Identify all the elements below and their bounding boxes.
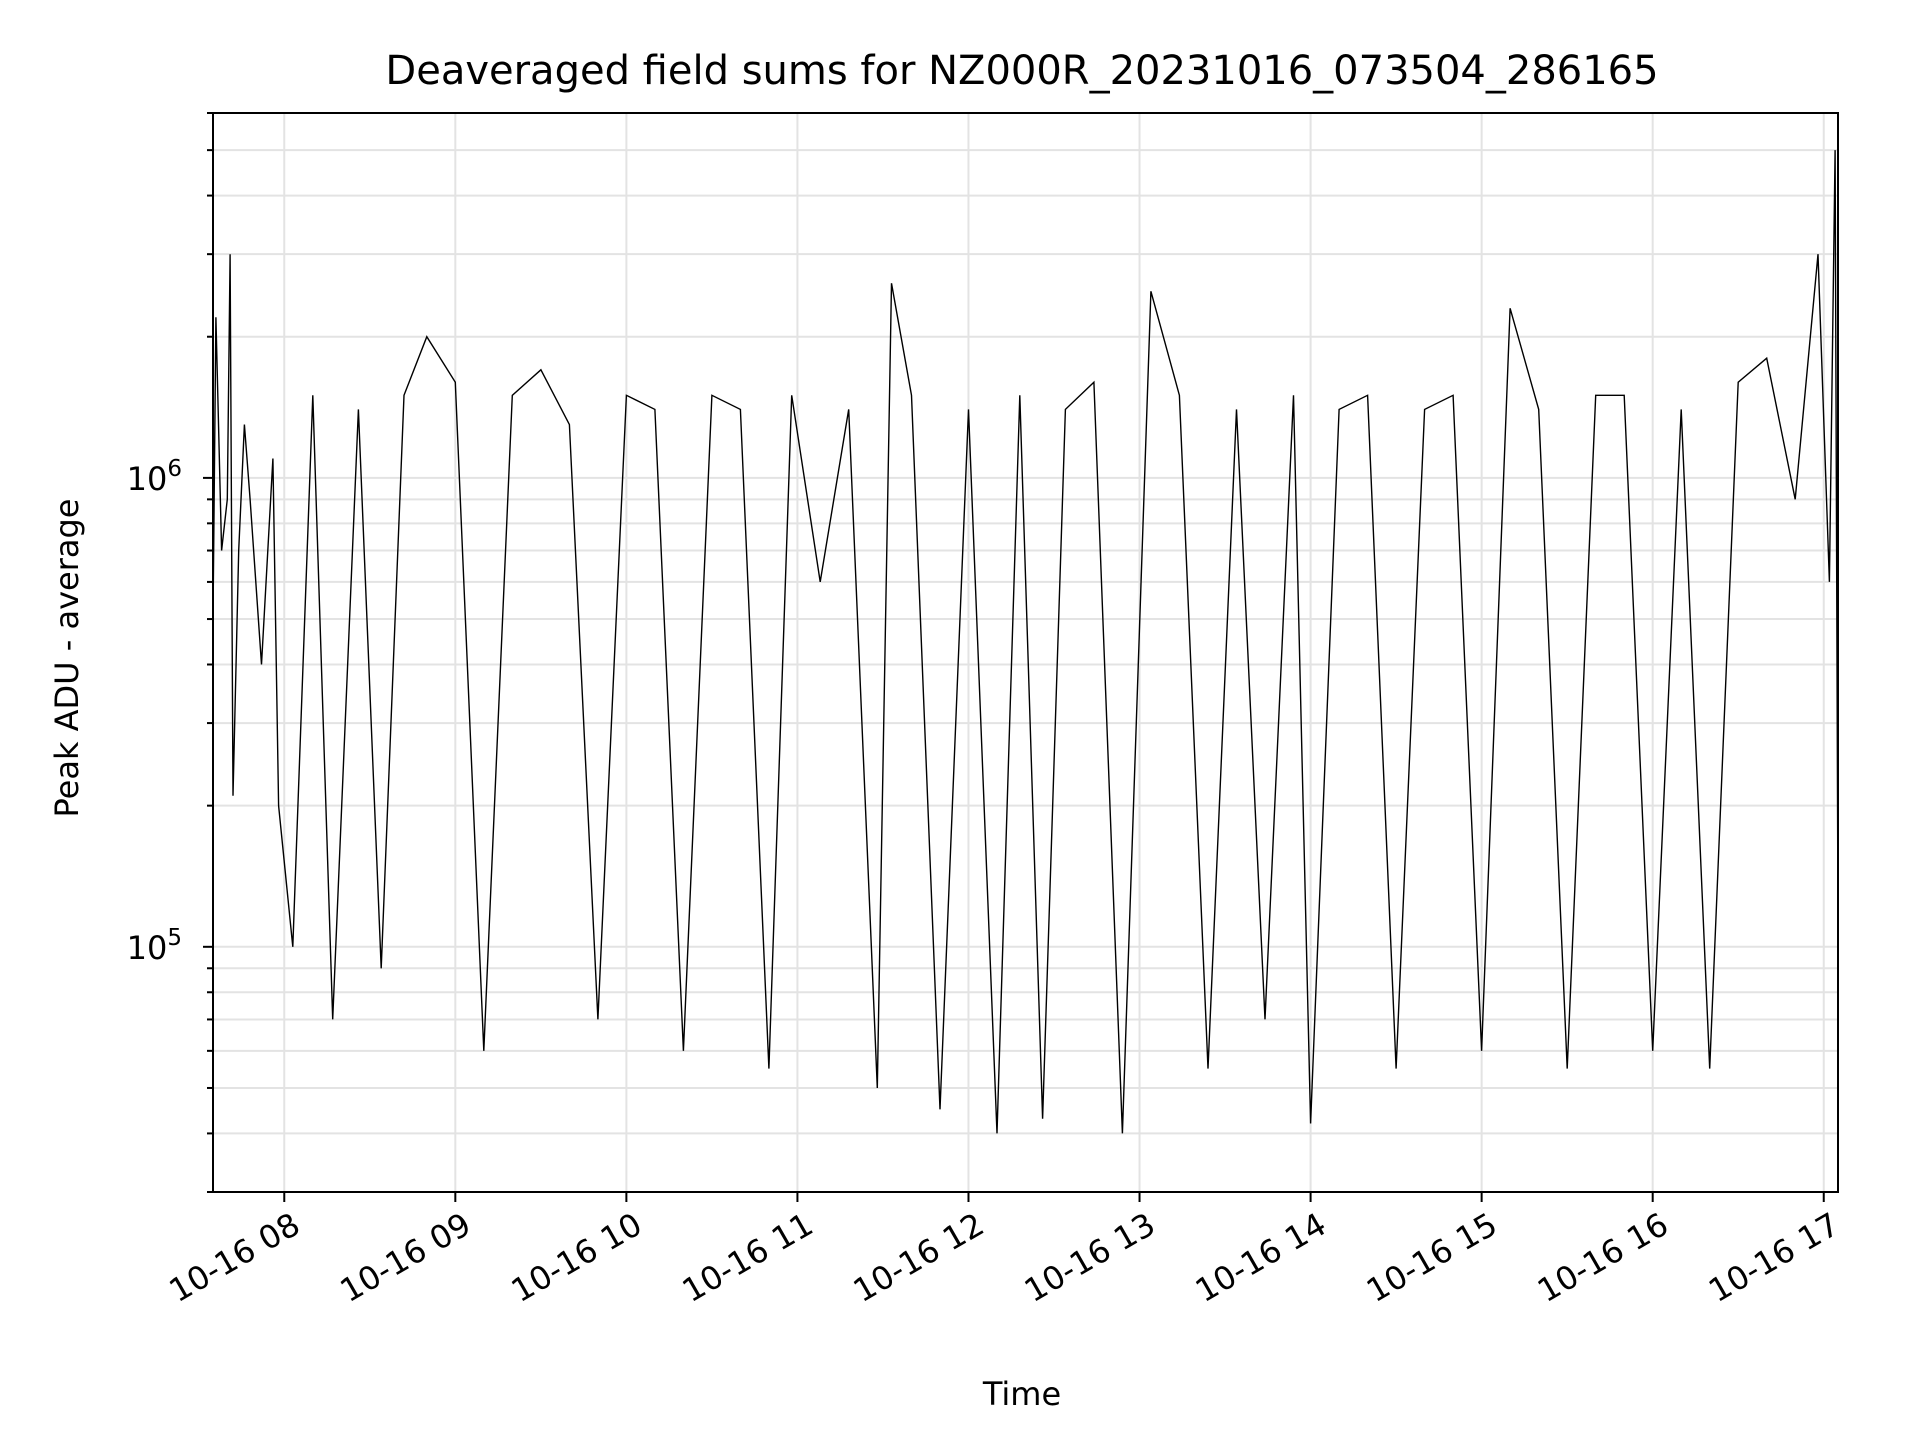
x-tick-label: 10-16 14 (1189, 1205, 1333, 1310)
series-line (212, 150, 1839, 1134)
y-axis-label: Peak ADU - average (48, 499, 86, 818)
x-tick-label: 10-16 08 (163, 1205, 307, 1310)
x-tick-label: 10-16 13 (1018, 1205, 1162, 1310)
x-axis: 10-16 08 10-16 09 10-16 10 10-16 11 10-16 12… (163, 1192, 1846, 1310)
x-tick-label: 10-16 17 (1702, 1205, 1846, 1310)
x-axis-label: Time (982, 1375, 1061, 1413)
y-tick-label: 106 (127, 456, 182, 498)
x-tick-label: 10-16 10 (505, 1205, 649, 1310)
series-line-layer (212, 150, 1839, 1134)
plot-frame (212, 112, 1839, 1193)
y-tick-label: 105 (127, 925, 182, 967)
x-tick-label: 10-16 15 (1360, 1205, 1504, 1310)
x-tick-label: 10-16 11 (676, 1205, 820, 1310)
grid (213, 112, 1838, 1193)
x-tick-label: 10-16 09 (334, 1205, 478, 1310)
y-axis: 105 106 (127, 112, 213, 1193)
chart-title: Deaveraged field sums for NZ000R_2023101… (385, 48, 1658, 94)
x-tick-label: 10-16 16 (1531, 1205, 1675, 1310)
x-tick-label: 10-16 12 (847, 1205, 991, 1310)
